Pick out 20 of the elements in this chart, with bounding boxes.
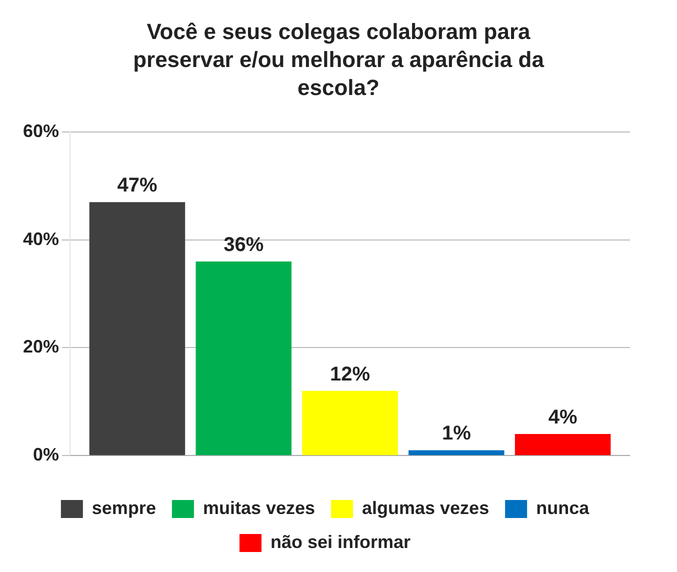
bar — [408, 450, 504, 456]
data-label: 12% — [330, 363, 370, 386]
bar — [89, 202, 186, 456]
legend-label: algumas vezes — [362, 498, 490, 518]
data-label: 4% — [548, 406, 578, 429]
bar — [514, 434, 611, 456]
bar — [196, 261, 292, 456]
y-tick-label: 20% — [22, 336, 60, 357]
y-tick-label: 0% — [33, 444, 60, 465]
data-label: 47% — [117, 174, 158, 197]
y-tick-label: 60% — [22, 120, 60, 141]
bar — [302, 390, 398, 456]
legend-label: não sei informar — [270, 532, 411, 552]
legend-label: sempre — [92, 498, 156, 518]
data-label: 36% — [224, 234, 264, 256]
y-tick-label: 40% — [22, 228, 60, 249]
chart-title: Você e seus colegas colaboram para preservar e/ou melhorar a aparência da escola? — [132, 18, 546, 102]
legend-label: muitas vezes — [202, 498, 316, 518]
legend-label: nunca — [536, 498, 590, 518]
data-label: 1% — [442, 422, 472, 445]
